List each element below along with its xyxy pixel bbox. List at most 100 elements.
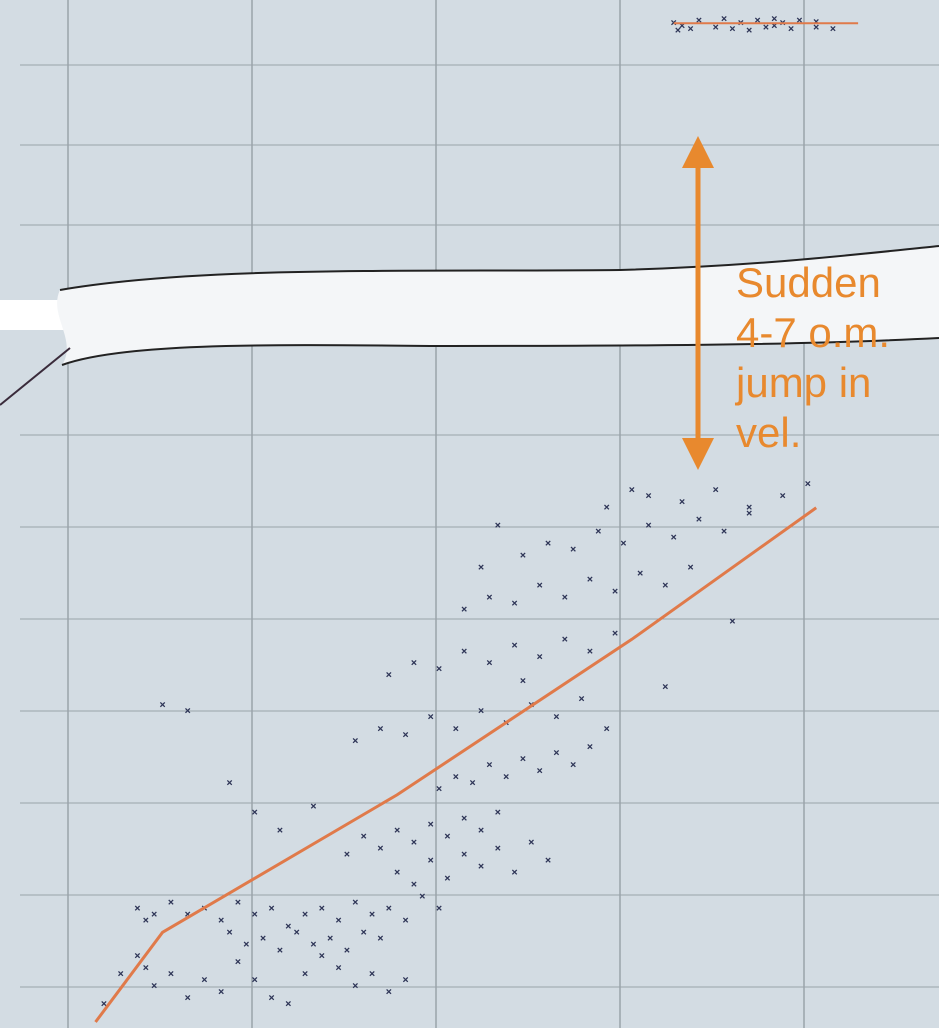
data-point: ×	[377, 842, 384, 855]
data-point: ×	[285, 919, 292, 932]
data-point: ×	[184, 907, 191, 920]
data-point: ×	[411, 877, 418, 890]
data-point: ×	[469, 776, 476, 789]
data-point: ×	[486, 656, 493, 669]
data-point: ×	[218, 913, 225, 926]
data-point: ×	[419, 889, 426, 902]
data-point: ×	[302, 907, 309, 920]
data-point: ×	[796, 13, 803, 26]
data-point: ×	[377, 722, 384, 735]
data-point: ×	[746, 507, 753, 520]
data-point: ×	[402, 973, 409, 986]
data-point: ×	[251, 806, 258, 819]
data-point: ×	[587, 644, 594, 657]
data-point: ×	[411, 656, 418, 669]
data-point: ×	[520, 674, 527, 687]
data-point: ×	[754, 13, 761, 26]
data-point: ×	[302, 967, 309, 980]
lower-fit-line	[94, 506, 818, 1023]
data-point: ×	[729, 614, 736, 627]
data-point: ×	[226, 925, 233, 938]
data-point: ×	[184, 991, 191, 1004]
data-point: ×	[159, 698, 166, 711]
data-point: ×	[142, 961, 149, 974]
data-point: ×	[168, 967, 175, 980]
data-point: ×	[670, 531, 677, 544]
data-point: ×	[184, 704, 191, 717]
data-point: ×	[813, 15, 820, 28]
data-point: ×	[520, 752, 527, 765]
data-point: ×	[494, 519, 501, 532]
data-point: ×	[386, 985, 393, 998]
data-point: ×	[662, 680, 669, 693]
data-point: ×	[436, 901, 443, 914]
data-point: ×	[561, 632, 568, 645]
data-point: ×	[369, 907, 376, 920]
data-point: ×	[142, 913, 149, 926]
data-point: ×	[386, 668, 393, 681]
data-point: ×	[587, 740, 594, 753]
data-point: ×	[813, 21, 820, 34]
data-point: ×	[830, 22, 837, 35]
data-point: ×	[536, 578, 543, 591]
data-point: ×	[553, 746, 560, 759]
data-point: ×	[570, 543, 577, 556]
data-point: ×	[729, 22, 736, 35]
data-point: ×	[344, 848, 351, 861]
data-point: ×	[486, 758, 493, 771]
data-point: ×	[696, 13, 703, 26]
data-point: ×	[612, 584, 619, 597]
data-point: ×	[427, 710, 434, 723]
data-point: ×	[268, 901, 275, 914]
axis-break-band	[57, 246, 939, 365]
data-point: ×	[763, 21, 770, 34]
data-point: ×	[645, 519, 652, 532]
data-point: ×	[587, 573, 594, 586]
data-point: ×	[712, 21, 719, 34]
data-point: ×	[335, 961, 342, 974]
data-point: ×	[511, 866, 518, 879]
data-point: ×	[360, 830, 367, 843]
data-point: ×	[712, 483, 719, 496]
data-point: ×	[318, 949, 325, 962]
data-point: ×	[545, 854, 552, 867]
data-point: ×	[402, 728, 409, 741]
data-point: ×	[168, 895, 175, 908]
data-point: ×	[805, 477, 812, 490]
data-point: ×	[427, 818, 434, 831]
data-point: ×	[629, 483, 636, 496]
data-point: ×	[486, 590, 493, 603]
annotation-text: Sudden 4-7 o.m. jump in vel.	[736, 259, 891, 456]
data-point: ×	[511, 638, 518, 651]
data-point: ×	[687, 561, 694, 574]
data-point: ×	[771, 12, 778, 25]
data-point: ×	[377, 931, 384, 944]
data-point: ×	[360, 925, 367, 938]
data-point: ×	[675, 23, 682, 36]
data-point: ×	[218, 985, 225, 998]
data-point: ×	[352, 895, 359, 908]
data-point: ×	[570, 758, 577, 771]
data-point: ×	[645, 489, 652, 502]
data-point: ×	[578, 692, 585, 705]
data-point: ×	[528, 836, 535, 849]
data-point: ×	[612, 626, 619, 639]
data-point: ×	[536, 650, 543, 663]
break-slash	[0, 347, 71, 406]
data-point: ×	[277, 943, 284, 956]
double-arrow	[682, 136, 714, 470]
data-point: ×	[386, 901, 393, 914]
data-point: ×	[478, 824, 485, 837]
data-point: ×	[637, 567, 644, 580]
data-point: ×	[260, 931, 267, 944]
data-point: ×	[461, 602, 468, 615]
data-point: ×	[369, 967, 376, 980]
data-point: ×	[453, 722, 460, 735]
data-point: ×	[293, 925, 300, 938]
data-point: ×	[444, 872, 451, 885]
data-point: ×	[746, 23, 753, 36]
data-point: ×	[771, 19, 778, 32]
data-point: ×	[226, 776, 233, 789]
data-point: ×	[520, 549, 527, 562]
